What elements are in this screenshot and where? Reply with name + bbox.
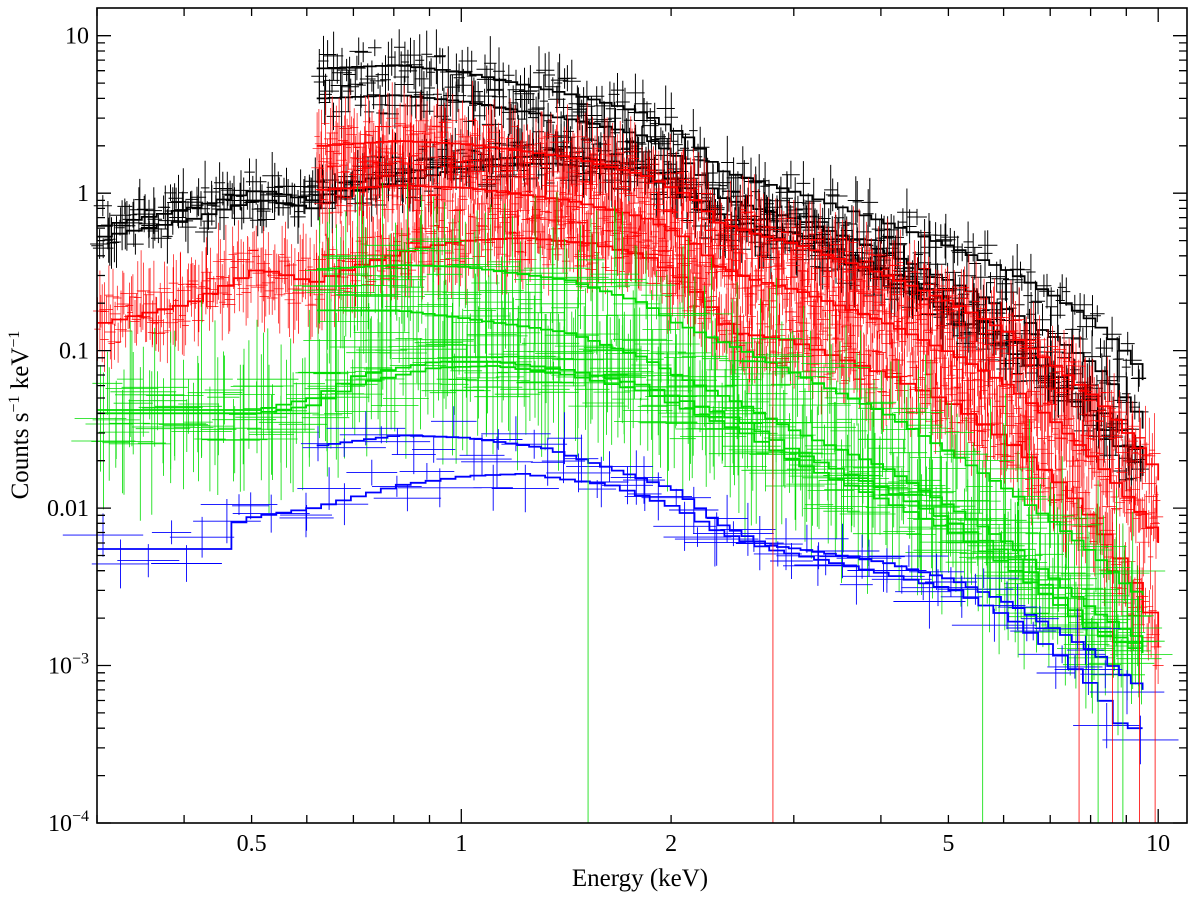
error-bars-blue-model-1 (300, 406, 1165, 715)
y-tick-label: 1 (77, 181, 89, 207)
model-red-model-2 (316, 184, 1160, 543)
x-tick-label: 0.5 (237, 831, 267, 857)
y-axis-label-s-exp: −1 (6, 396, 23, 413)
error-crosses-blue-model-1 (300, 406, 1165, 715)
model-red-model-3 (97, 237, 1160, 648)
model-green-model-2 (316, 309, 1144, 643)
upper-limit-bars (587, 338, 1156, 823)
y-tick-label: 10 (65, 24, 89, 50)
model-blue-model-2 (97, 473, 1143, 730)
x-tick-label: 5 (942, 831, 954, 857)
y-axis-label-mid: keV (7, 348, 34, 396)
y-axis-label-base: Counts s (7, 413, 34, 500)
tick-marks (96, 8, 1187, 824)
data-layer (62, 29, 1179, 823)
axis-ticks: 0.5 1 2 5 10 10 1 0.1 0.01 10−3 10−4 (47, 8, 1187, 857)
model-black-model-1 (316, 64, 1144, 381)
error-bars-green-model-4 (71, 278, 1163, 736)
y-tick-label: 10−4 (48, 808, 89, 837)
series-blue-model-2 (62, 436, 1179, 765)
x-axis-label: Energy (keV) (572, 865, 708, 892)
error-crosses-blue-model-2 (62, 436, 1179, 765)
model-black-model-2 (316, 94, 1144, 429)
model-green-model-1 (316, 264, 1144, 596)
error-crosses-red-model-2 (311, 122, 1164, 590)
error-bars-red-model-2 (311, 122, 1164, 590)
error-bars-blue-model-2 (62, 436, 1179, 765)
model-green-model-4 (97, 365, 1144, 654)
model-red-model-1 (316, 140, 1160, 481)
y-tick-label: 10−3 (48, 651, 89, 680)
error-crosses-green-model-4 (71, 278, 1163, 736)
series-red-model-3 (93, 179, 1164, 684)
x-tick-label: 2 (665, 831, 677, 857)
y-tick-label: 0.1 (59, 339, 89, 365)
series-blue-model-1 (300, 406, 1165, 715)
error-crosses-red-model-3 (93, 179, 1164, 684)
y-axis-label: Counts s−1 keV−1 (6, 331, 34, 500)
series-green-model-4 (71, 278, 1163, 736)
x-tick-label: 1 (455, 831, 467, 857)
series-red-model-2 (311, 122, 1164, 590)
y-axis-label-k-exp: −1 (6, 331, 23, 348)
plot-frame (96, 7, 1188, 824)
x-tick-label: 10 (1146, 831, 1170, 857)
y-tick-label: 0.01 (47, 496, 89, 522)
model-blue-model-1 (316, 434, 1144, 690)
error-bars-red-model-3 (93, 179, 1164, 684)
